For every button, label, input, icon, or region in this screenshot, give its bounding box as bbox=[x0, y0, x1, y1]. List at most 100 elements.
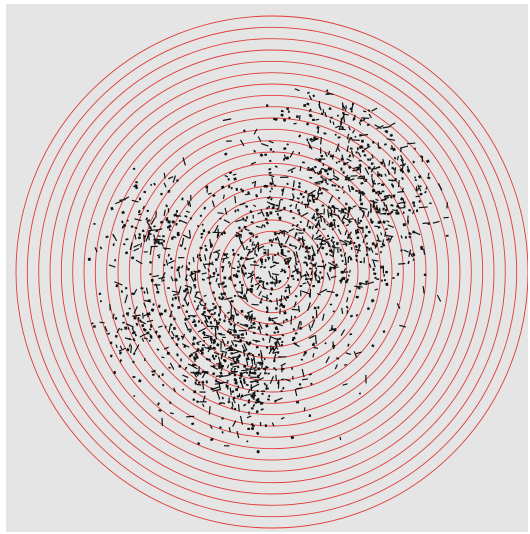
building-footprint bbox=[160, 192, 163, 196]
building-footprint bbox=[362, 226, 364, 234]
building-footprint bbox=[236, 356, 240, 358]
building-footprint bbox=[312, 94, 316, 98]
building-footprint bbox=[228, 320, 231, 324]
building-footprint bbox=[178, 365, 181, 368]
building-footprint bbox=[137, 209, 141, 214]
building-footprint bbox=[138, 197, 142, 201]
building-footprint bbox=[201, 312, 205, 316]
building-footprint bbox=[323, 208, 325, 215]
building-footprint bbox=[258, 290, 262, 297]
building-footprint bbox=[193, 357, 196, 362]
building-footprint bbox=[224, 314, 227, 319]
building-footprint bbox=[125, 323, 134, 328]
building-footprint bbox=[429, 202, 432, 205]
building-footprint bbox=[401, 187, 404, 193]
building-footprint bbox=[143, 251, 148, 253]
building-footprint bbox=[204, 316, 209, 323]
building-footprint bbox=[340, 254, 343, 257]
building-footprint bbox=[359, 208, 362, 211]
building-footprint bbox=[197, 381, 201, 384]
building-footprint bbox=[371, 259, 379, 262]
building-footprint bbox=[302, 236, 304, 243]
building-footprint bbox=[253, 317, 257, 320]
building-footprint bbox=[326, 182, 329, 186]
building-footprint bbox=[134, 218, 142, 222]
building-footprint bbox=[308, 146, 312, 149]
building-footprint bbox=[142, 312, 144, 319]
building-footprint bbox=[212, 364, 216, 368]
building-footprint bbox=[426, 176, 431, 180]
building-footprint bbox=[310, 382, 313, 385]
building-footprint bbox=[232, 248, 235, 252]
building-footprint bbox=[206, 325, 215, 328]
building-footprint bbox=[238, 377, 242, 380]
map-canvas[interactable] bbox=[6, 4, 528, 532]
building-footprint bbox=[293, 315, 297, 319]
building-footprint bbox=[356, 231, 360, 234]
distance-ring bbox=[174, 174, 370, 370]
building-footprint bbox=[206, 371, 209, 375]
building-footprint bbox=[182, 234, 191, 240]
building-footprint bbox=[301, 368, 305, 378]
building-footprint bbox=[232, 274, 236, 277]
building-footprint bbox=[380, 245, 383, 248]
building-footprint bbox=[258, 280, 261, 284]
building-footprint bbox=[239, 394, 243, 399]
building-footprint bbox=[122, 314, 125, 318]
building-footprint bbox=[214, 333, 218, 340]
building-footprint bbox=[313, 306, 317, 310]
building-footprint bbox=[307, 255, 312, 259]
building-footprint bbox=[230, 367, 233, 370]
building-footprint bbox=[214, 258, 218, 262]
building-footprint bbox=[263, 224, 266, 228]
building-footprint bbox=[174, 296, 178, 300]
distance-ring bbox=[117, 117, 427, 427]
building-footprint bbox=[230, 344, 233, 348]
building-footprint bbox=[365, 225, 368, 229]
building-footprint bbox=[229, 387, 232, 396]
building-footprint bbox=[115, 344, 118, 349]
building-footprint bbox=[292, 180, 295, 188]
building-footprint bbox=[174, 278, 178, 282]
building-footprint bbox=[312, 118, 315, 121]
building-footprint bbox=[236, 395, 240, 398]
building-footprint bbox=[319, 288, 328, 294]
building-footprint bbox=[206, 275, 216, 279]
building-footprint bbox=[283, 206, 286, 210]
building-footprint bbox=[261, 295, 269, 300]
building-footprint bbox=[172, 235, 177, 239]
building-footprint bbox=[172, 326, 176, 330]
building-footprint bbox=[372, 267, 375, 271]
building-footprint bbox=[141, 229, 145, 233]
building-footprint bbox=[258, 277, 262, 280]
building-footprint bbox=[161, 272, 166, 281]
building-footprint bbox=[208, 252, 212, 259]
building-footprint bbox=[413, 204, 416, 208]
building-footprint bbox=[366, 143, 370, 147]
building-footprint bbox=[180, 358, 182, 362]
building-footprint bbox=[329, 254, 334, 258]
building-footprint bbox=[333, 174, 339, 179]
building-footprint bbox=[268, 394, 271, 398]
building-footprint bbox=[157, 240, 160, 244]
building-footprint bbox=[407, 215, 409, 223]
building-footprint bbox=[367, 210, 370, 218]
building-footprint bbox=[269, 345, 272, 351]
building-footprint bbox=[236, 270, 240, 273]
building-footprint bbox=[320, 181, 324, 184]
building-footprint bbox=[185, 317, 190, 321]
building-footprint bbox=[302, 228, 306, 232]
building-footprint bbox=[231, 406, 234, 410]
building-footprint bbox=[270, 287, 274, 291]
building-footprint bbox=[254, 180, 257, 188]
building-footprint bbox=[318, 220, 321, 229]
building-footprint bbox=[286, 182, 289, 186]
building-footprint bbox=[350, 247, 353, 250]
building-footprint bbox=[294, 265, 297, 271]
building-footprint bbox=[274, 237, 278, 241]
map-svg[interactable] bbox=[6, 4, 528, 532]
building-footprint bbox=[240, 291, 244, 295]
building-footprint bbox=[233, 294, 237, 297]
building-footprint bbox=[322, 163, 325, 167]
building-footprint bbox=[368, 263, 372, 268]
